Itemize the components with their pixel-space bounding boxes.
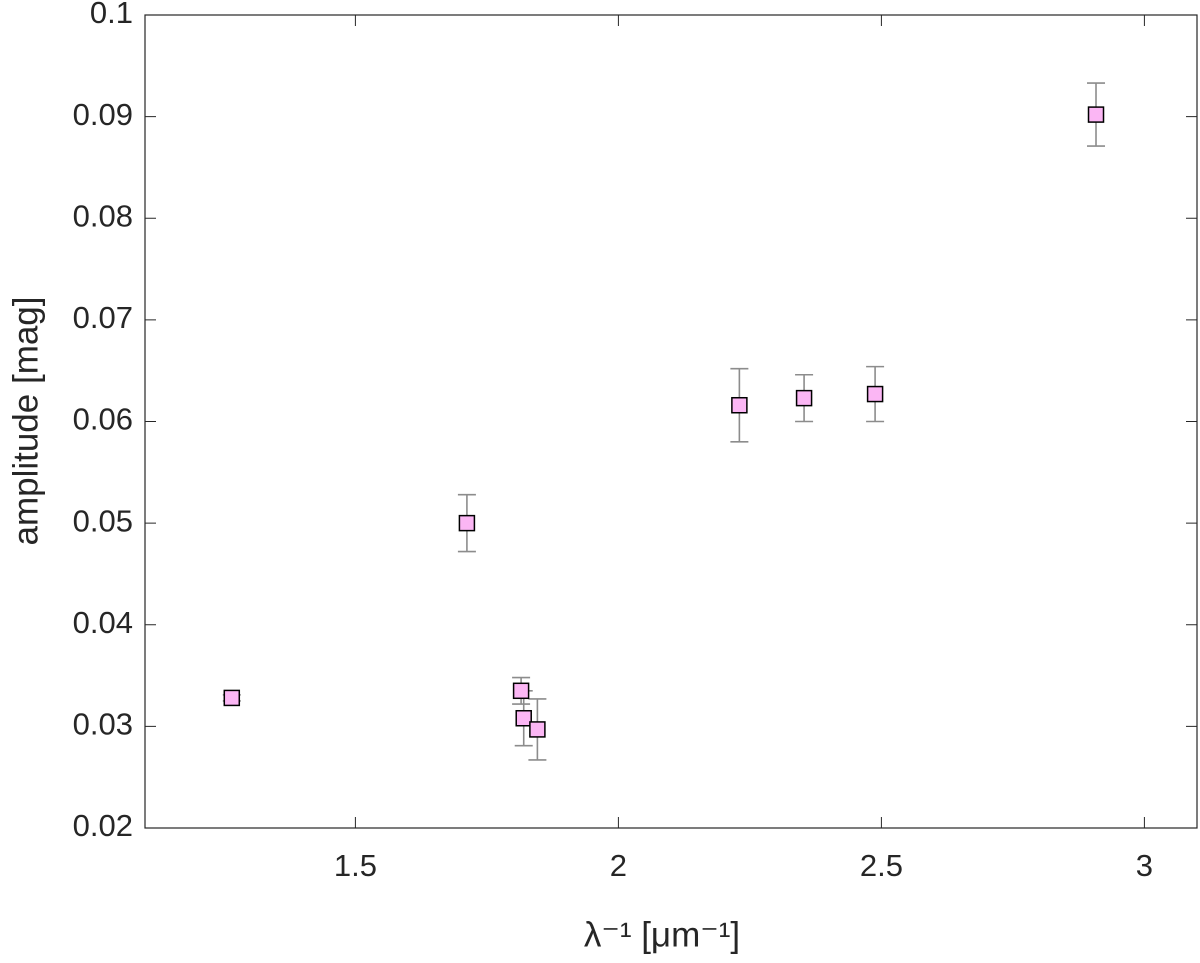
y-tick-label: 0.08 [73,198,133,233]
y-tick-label: 0.07 [73,300,133,335]
y-tick-label: 0.06 [73,402,133,437]
y-axis-label: amplitude [mag] [6,296,45,545]
marker [458,514,476,532]
marker [731,396,748,414]
marker [529,721,546,738]
y-tick-label: 0.1 [90,0,133,30]
plot-frame [144,14,1198,829]
y-tick-label: 0.03 [73,707,133,742]
y-tick-label: 0.05 [73,503,133,538]
x-tick-label: 2 [610,848,627,883]
x-tick-label: 1.5 [334,848,377,883]
y-tick-label: 0.09 [73,97,133,132]
marker [223,689,241,707]
x-tick-label: 3 [1136,848,1153,883]
y-tick-label: 0.04 [73,605,133,640]
marker [515,709,532,727]
x-axis-label: λ⁻¹ [μm⁻¹] [584,915,740,954]
marker [1087,106,1105,123]
y-tick-label: 0.02 [73,808,133,843]
x-tick-label: 2.5 [860,848,903,883]
marker [512,682,530,700]
marker [866,385,884,403]
marker [795,389,813,407]
